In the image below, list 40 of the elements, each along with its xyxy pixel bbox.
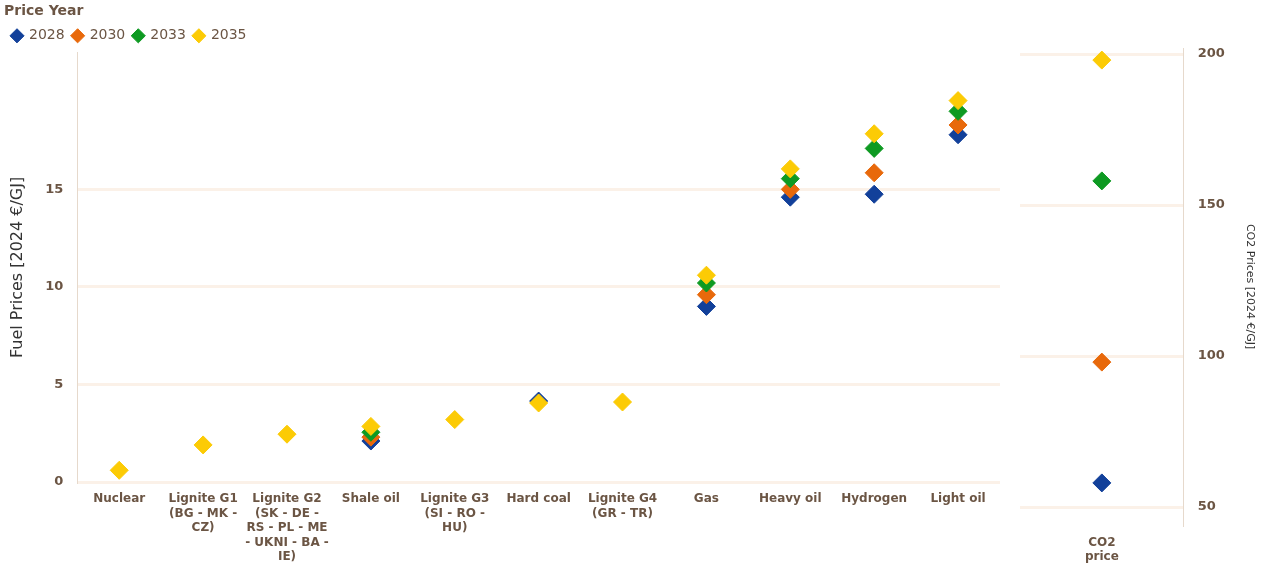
legend-label: 2035 <box>210 26 247 43</box>
x-tick-label: Gas <box>693 491 719 506</box>
x-tick-label: Lignite G3 (SI - RO - HU) <box>420 491 490 535</box>
point <box>864 124 884 144</box>
point <box>193 435 213 455</box>
x-tick-label: Lignite G1 (BG - MK - CZ) <box>168 491 238 535</box>
y2-tick-label: 150 <box>1197 196 1225 212</box>
y-axis-title: Fuel Prices [2024 €/GJ] <box>6 176 26 359</box>
x-tick-label: Lignite G2 (SK - DE - RS - PL - ME - UKNI - BA - IE) <box>245 491 329 563</box>
y2-axis-title: CO2 Prices [2024 €/GJ] <box>1243 223 1257 350</box>
legend-label: 2033 <box>150 26 186 43</box>
x-tick-label: Light oil <box>930 491 986 506</box>
y-tick-label: 0 <box>54 473 64 489</box>
y2-tick-label: 200 <box>1197 45 1225 61</box>
x-tick-label: Hydrogen <box>841 491 908 506</box>
y2-tick-label: 100 <box>1197 347 1225 363</box>
point <box>445 410 465 430</box>
x-tick-label: CO2 price <box>1084 534 1119 563</box>
point <box>109 460 129 480</box>
legend-label: 2030 <box>89 26 126 43</box>
legend-label: 2028 <box>29 26 65 43</box>
x-tick-label: Nuclear <box>93 491 146 506</box>
x-tick-label: Lignite G4 (GR - TR) <box>587 491 658 520</box>
y-tick-label: 5 <box>54 375 64 391</box>
y2-tick-label: 50 <box>1197 498 1216 514</box>
point <box>948 91 968 111</box>
point <box>696 265 716 285</box>
point <box>864 163 884 183</box>
y-tick-label: 15 <box>45 180 64 196</box>
point <box>361 416 381 436</box>
point <box>277 424 297 444</box>
point <box>864 184 884 204</box>
point <box>864 138 884 158</box>
point <box>780 159 800 179</box>
legend-title: Price Year <box>4 1 84 18</box>
point <box>613 392 633 412</box>
y-tick-label: 10 <box>45 278 64 294</box>
x-tick-label: Hard coal <box>506 491 571 506</box>
x-tick-label: Shale oil <box>341 491 400 506</box>
x-tick-label: Heavy oil <box>759 491 822 506</box>
